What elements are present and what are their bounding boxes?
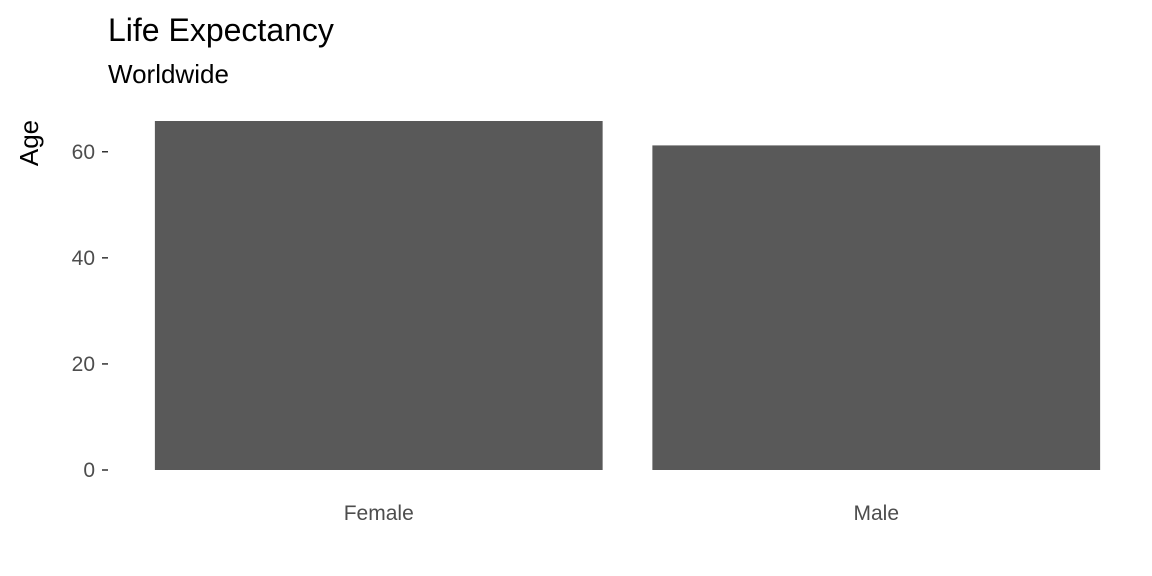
bar-male [652,145,1101,470]
y-tick-label: 40 [72,247,95,270]
y-tick-label: 20 [72,353,95,376]
y-tick-label: 60 [72,141,95,164]
y-tick-label: 0 [83,459,95,482]
y-axis-title: Age [14,120,44,166]
bar-female [154,121,603,470]
y-axis: 0 20 40 60 [72,141,108,482]
x-tick-label: Female [344,502,414,525]
x-tick-label: Male [853,502,899,525]
x-axis: Female Male [344,502,899,525]
chart-title: Life Expectancy [108,12,334,48]
chart-subtitle: Worldwide [108,59,229,89]
bars-layer [154,121,1101,470]
